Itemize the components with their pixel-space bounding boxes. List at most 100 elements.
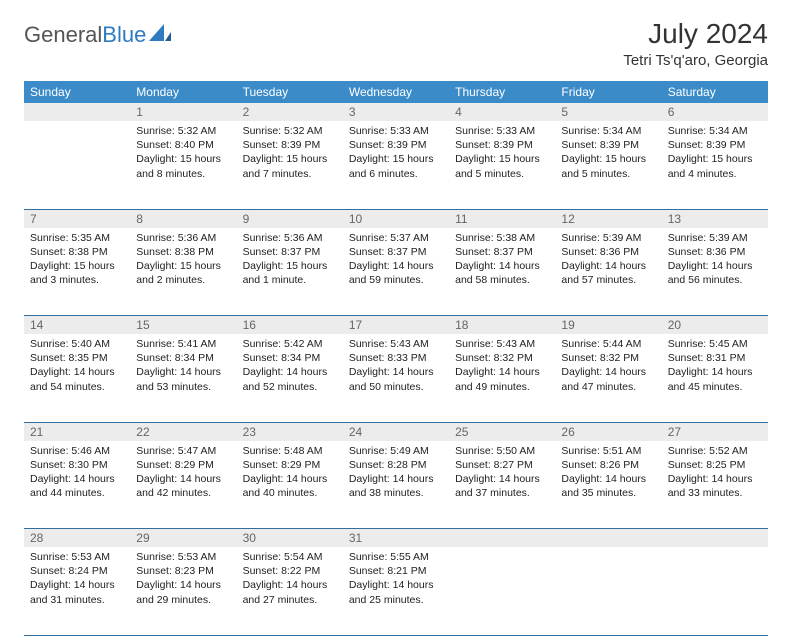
sunset-text: Sunset: 8:37 PM [349,245,443,259]
day-number: 19 [555,316,661,335]
day-cell: Sunrise: 5:43 AMSunset: 8:32 PMDaylight:… [449,334,555,422]
sunrise-text: Sunrise: 5:52 AM [668,444,762,458]
weekday-header: Friday [555,81,661,103]
daynum-row: 123456 [24,103,768,121]
sunset-text: Sunset: 8:29 PM [136,458,230,472]
day-number: 31 [343,529,449,548]
day-details: Sunrise: 5:32 AMSunset: 8:39 PMDaylight:… [237,121,343,187]
day-cell [449,547,555,635]
day-details: Sunrise: 5:38 AMSunset: 8:37 PMDaylight:… [449,228,555,294]
sunrise-text: Sunrise: 5:36 AM [136,231,230,245]
sunset-text: Sunset: 8:39 PM [349,138,443,152]
day-number: 9 [237,209,343,228]
day-number: 7 [24,209,130,228]
day-details: Sunrise: 5:37 AMSunset: 8:37 PMDaylight:… [343,228,449,294]
sunrise-text: Sunrise: 5:55 AM [349,550,443,564]
sunrise-text: Sunrise: 5:32 AM [243,124,337,138]
day-cell: Sunrise: 5:34 AMSunset: 8:39 PMDaylight:… [555,121,661,209]
day-details: Sunrise: 5:36 AMSunset: 8:38 PMDaylight:… [130,228,236,294]
sunrise-text: Sunrise: 5:43 AM [455,337,549,351]
day-cell: Sunrise: 5:54 AMSunset: 8:22 PMDaylight:… [237,547,343,635]
sunset-text: Sunset: 8:27 PM [455,458,549,472]
day-number: 27 [662,422,768,441]
sunset-text: Sunset: 8:35 PM [30,351,124,365]
daynum-row: 21222324252627 [24,422,768,441]
daylight-text: Daylight: 14 hours and 47 minutes. [561,365,655,393]
sunrise-text: Sunrise: 5:51 AM [561,444,655,458]
day-details: Sunrise: 5:43 AMSunset: 8:33 PMDaylight:… [343,334,449,400]
day-cell: Sunrise: 5:42 AMSunset: 8:34 PMDaylight:… [237,334,343,422]
day-details: Sunrise: 5:36 AMSunset: 8:37 PMDaylight:… [237,228,343,294]
week-row: Sunrise: 5:40 AMSunset: 8:35 PM Daylight:… [24,334,768,422]
day-cell: Sunrise: 5:33 AMSunset: 8:39 PMDaylight:… [343,121,449,209]
day-number: 21 [24,422,130,441]
page-header: GeneralBlue July 2024 Tetri Ts'q'aro, Ge… [24,18,768,69]
daylight-text: Daylight: 15 hours and 5 minutes. [455,152,549,180]
sunset-text: Sunset: 8:39 PM [668,138,762,152]
day-number: 12 [555,209,661,228]
day-cell: Sunrise: 5:32 AMSunset: 8:39 PMDaylight:… [237,121,343,209]
sunset-text: Sunset: 8:39 PM [243,138,337,152]
sunrise-text: Sunrise: 5:35 AM [30,231,124,245]
day-details: Sunrise: 5:34 AMSunset: 8:39 PMDaylight:… [662,121,768,187]
day-number: 22 [130,422,236,441]
sunset-text: Sunset: 8:40 PM [136,138,230,152]
brand-logo: GeneralBlue [24,18,171,48]
day-number: 6 [662,103,768,121]
sunrise-text: Sunrise: 5:54 AM [243,550,337,564]
daylight-text: Daylight: 14 hours and 53 minutes. [136,365,230,393]
sunset-text: Sunset: 8:24 PM [30,564,124,578]
day-number: 11 [449,209,555,228]
day-details: Sunrise: 5:53 AMSunset: 8:24 PMDaylight:… [24,547,130,613]
daylight-text: Daylight: 14 hours and 44 minutes. [30,472,124,500]
day-cell: Sunrise: 5:39 AMSunset: 8:36 PMDaylight:… [662,228,768,316]
day-cell: Sunrise: 5:46 AMSunset: 8:30 PMDaylight:… [24,441,130,529]
sunrise-text: Sunrise: 5:45 AM [668,337,762,351]
sunrise-text: Sunrise: 5:49 AM [349,444,443,458]
sunrise-text: Sunrise: 5:50 AM [455,444,549,458]
day-cell: Sunrise: 5:41 AMSunset: 8:34 PMDaylight:… [130,334,236,422]
day-cell: Sunrise: 5:44 AMSunset: 8:32 PMDaylight:… [555,334,661,422]
day-details: Sunrise: 5:35 AMSunset: 8:38 PMDaylight:… [24,228,130,294]
brand-part2: Blue [102,22,146,48]
sunrise-text: Sunrise: 5:48 AM [243,444,337,458]
daynum-row: 78910111213 [24,209,768,228]
sunset-text: Sunset: 8:26 PM [561,458,655,472]
daylight-text: Daylight: 14 hours and 31 minutes. [30,578,124,606]
day-cell: Sunrise: 5:33 AMSunset: 8:39 PMDaylight:… [449,121,555,209]
weekday-header-row: Sunday Monday Tuesday Wednesday Thursday… [24,81,768,103]
daylight-text: Daylight: 14 hours and 35 minutes. [561,472,655,500]
sunset-text: Sunset: 8:38 PM [30,245,124,259]
sunset-text: Sunset: 8:32 PM [455,351,549,365]
day-cell: Sunrise: 5:49 AMSunset: 8:28 PMDaylight:… [343,441,449,529]
sunrise-text: Sunrise: 5:53 AM [136,550,230,564]
daylight-text: Daylight: 14 hours and 45 minutes. [668,365,762,393]
sunset-text: Sunset: 8:33 PM [349,351,443,365]
day-cell [662,547,768,635]
daylight-text: Daylight: 14 hours and 49 minutes. [455,365,549,393]
weekday-header: Tuesday [237,81,343,103]
day-cell: Sunrise: 5:51 AMSunset: 8:26 PMDaylight:… [555,441,661,529]
sunrise-text: Sunrise: 5:46 AM [30,444,124,458]
day-details: Sunrise: 5:51 AMSunset: 8:26 PMDaylight:… [555,441,661,507]
day-cell: Sunrise: 5:39 AMSunset: 8:36 PMDaylight:… [555,228,661,316]
weekday-header: Monday [130,81,236,103]
daylight-text: Daylight: 15 hours and 7 minutes. [243,152,337,180]
sunrise-text: Sunrise: 5:40 AM [30,337,124,351]
week-row: Sunrise: 5:53 AM Sunset: 8:24 PMDaylight:… [24,547,768,635]
day-cell: Sunrise: 5:53 AMSunset: 8:24 PMDaylight:… [24,547,130,635]
day-details: Sunrise: 5:34 AMSunset: 8:39 PMDaylight:… [555,121,661,187]
day-number [555,529,661,548]
sunset-text: Sunset: 8:21 PM [349,564,443,578]
day-cell: Sunrise: 5:36 AMSunset: 8:37 PMDaylight:… [237,228,343,316]
day-number: 5 [555,103,661,121]
day-cell [24,121,130,209]
weekday-header: Saturday [662,81,768,103]
sunset-text: Sunset: 8:28 PM [349,458,443,472]
sunset-text: Sunset: 8:37 PM [455,245,549,259]
sunrise-text: Sunrise: 5:39 AM [561,231,655,245]
sunrise-text: Sunrise: 5:43 AM [349,337,443,351]
day-details: Sunrise: 5:39 AMSunset: 8:36 PMDaylight:… [662,228,768,294]
month-title: July 2024 [623,18,768,50]
daynum-row: 14151617181920 [24,316,768,335]
